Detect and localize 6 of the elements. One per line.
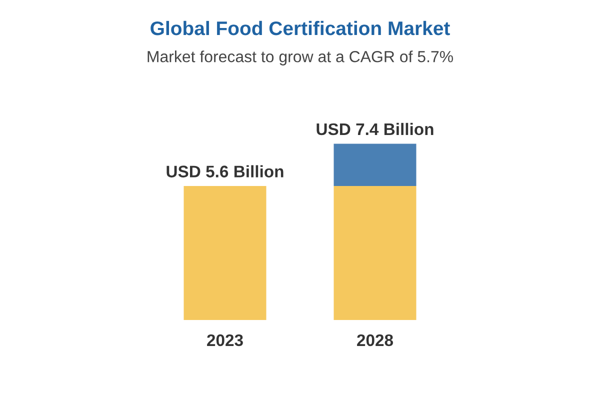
x-tick-label: 2023	[207, 334, 243, 346]
chart-subtitle: Market forecast to grow at a CAGR of 5.7%	[148, 50, 454, 66]
total-label: USD 7.4 Billion	[316, 122, 434, 136]
x-tick-label: 2028	[357, 334, 394, 346]
chart-title: Global Food Certification Market	[150, 20, 450, 36]
total-label: USD 5.6 Billion	[166, 165, 284, 178]
